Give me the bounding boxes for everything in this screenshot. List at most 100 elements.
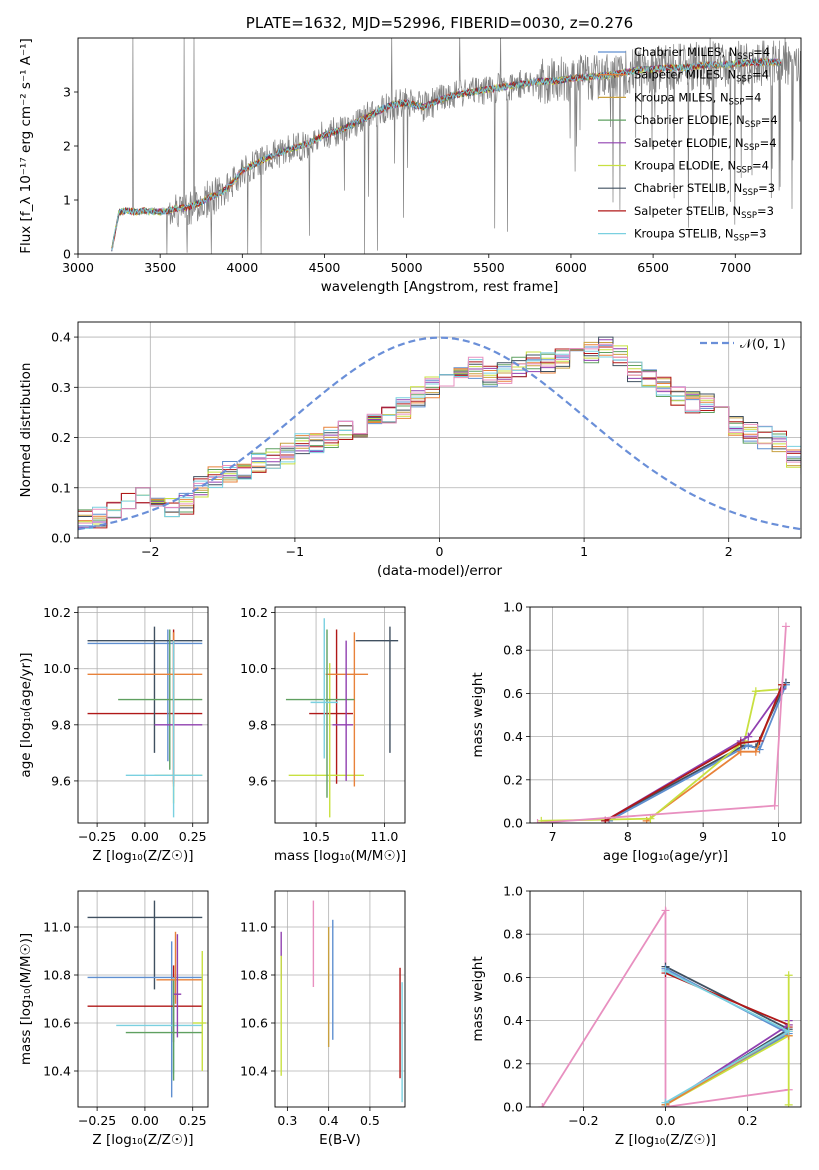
x-tick-label: 0 bbox=[436, 544, 444, 559]
x-tick-label: 2 bbox=[725, 544, 733, 559]
x-axis-label: mass [log₁₀(M/M☉)] bbox=[274, 848, 406, 864]
y-tick-label: 0.2 bbox=[503, 1056, 523, 1071]
axes-frame bbox=[77, 606, 209, 824]
legend-label-tail: =3 bbox=[758, 181, 775, 195]
errorbar-point bbox=[355, 626, 399, 753]
errorbar-point bbox=[192, 951, 207, 1071]
y-tick-label: 0.2 bbox=[503, 772, 523, 787]
legend-label-sub: SSP bbox=[736, 75, 752, 85]
legend-label-tail: =4 bbox=[744, 90, 761, 104]
errorbar-point bbox=[87, 626, 203, 753]
weight-marker bbox=[770, 801, 779, 810]
errorbar-point bbox=[87, 900, 203, 990]
legend-label-sub: SSP bbox=[737, 52, 753, 62]
panel-mass-vs-EBV: 0.3 0.4 0.5 10.4 10.6 10.8 11.0 E(B-V) bbox=[240, 890, 406, 1148]
axes-frame bbox=[77, 890, 209, 1108]
weight-marker bbox=[736, 747, 745, 756]
y-tick-label: 1 bbox=[63, 193, 71, 208]
x-tick-label: 0.0 bbox=[656, 1113, 676, 1128]
legend-label-sub: SSP bbox=[742, 188, 758, 198]
y-tick-label: 0.0 bbox=[51, 531, 71, 546]
errorbar-point bbox=[87, 629, 203, 762]
histogram-1 bbox=[78, 344, 801, 522]
plot-area-age-vs-mass bbox=[275, 607, 405, 823]
y-axis-label: Flux [f_λ 10⁻¹⁷ erg cm⁻² s⁻¹ A⁻¹] bbox=[18, 38, 34, 254]
y-tick-label: 0.0 bbox=[503, 816, 523, 831]
plot-area-mass-vs-EBV bbox=[275, 891, 405, 1107]
y-tick-label: 2 bbox=[63, 139, 71, 154]
errorbar-point bbox=[87, 941, 203, 1098]
y-tick-label: 10.4 bbox=[240, 1064, 268, 1079]
errorbar-point bbox=[156, 931, 203, 1004]
x-tick-label: 1 bbox=[580, 544, 588, 559]
legend-label: Chabrier STELIB, NSSP=3 bbox=[634, 181, 775, 198]
x-tick-label: 0.4 bbox=[319, 1113, 339, 1128]
y-tick-label: 9.6 bbox=[248, 773, 268, 788]
legend-entry: Salpeter ELODIE, NSSP=4 bbox=[598, 136, 777, 153]
model-line-4 bbox=[111, 57, 782, 252]
errorbar-point bbox=[125, 979, 203, 1081]
legend-label-sub: SSP bbox=[734, 234, 750, 244]
weight-marker bbox=[784, 1100, 793, 1107]
plot-area-mass-vs-Z bbox=[78, 891, 208, 1107]
y-tick-label: 10.8 bbox=[240, 968, 268, 983]
axes-frame bbox=[274, 606, 406, 824]
errorbar-point bbox=[332, 640, 353, 781]
x-tick-label: 7000 bbox=[719, 260, 751, 275]
chart-title: PLATE=1632, MJD=52996, FIBERID=0030, z=0… bbox=[246, 14, 633, 32]
weight-marker bbox=[784, 971, 793, 980]
y-tick-label: 10.6 bbox=[43, 1016, 71, 1031]
legend-label-sub: SSP bbox=[745, 120, 761, 130]
errorbar-point bbox=[116, 977, 203, 1074]
weight-marker bbox=[781, 622, 790, 631]
x-tick-label: 6000 bbox=[555, 260, 587, 275]
weight-marker bbox=[533, 819, 542, 823]
legend-label: Kroupa MILES, NSSP=4 bbox=[634, 90, 761, 107]
x-tick-label: 0.2 bbox=[738, 1113, 758, 1128]
weight-line-5 bbox=[604, 684, 784, 822]
model-line-8 bbox=[111, 57, 782, 251]
errorbar-point bbox=[118, 629, 203, 770]
weight-marker bbox=[751, 747, 760, 756]
x-tick-label: 5500 bbox=[473, 260, 505, 275]
x-axis-label: wavelength [Angstrom, rest frame] bbox=[321, 279, 559, 295]
x-tick-label: −1 bbox=[286, 544, 304, 559]
panel-residuals: −2 −1 0 1 2 0.0 0.1 0.2 0.3 0.4 (data-model)/error… bbox=[18, 321, 802, 579]
errorbar-point bbox=[154, 640, 203, 781]
legend-label: Chabrier MILES, NSSP=4 bbox=[634, 45, 770, 62]
legend-label: Salpeter STELIB, NSSP=3 bbox=[634, 204, 774, 221]
legend-label-tail: =4 bbox=[760, 136, 777, 150]
panel-age-vs-Z: −0.25 0.00 0.25 9.6 9.8 10.0 10.2 Z [log₁₀(Z/Z☉… bbox=[18, 605, 209, 864]
y-tick-label: 10.0 bbox=[43, 661, 71, 676]
weight-line-1 bbox=[608, 684, 787, 822]
panel-weight-vs-Z: −0.2 0.0 0.2 0.0 0.2 0.4 0.6 0.8 1.0 Z [log₁₀(Z/Z… bbox=[470, 884, 802, 1148]
legend-label-sub: SSP bbox=[741, 211, 757, 221]
y-tick-label: 0.8 bbox=[503, 927, 523, 942]
histogram-9 bbox=[78, 343, 801, 524]
histogram-0 bbox=[78, 344, 801, 527]
axes-frame bbox=[529, 606, 802, 824]
plot-area-spectrum bbox=[111, 38, 801, 254]
y-tick-label: 0.6 bbox=[503, 970, 523, 985]
axes-frame bbox=[77, 321, 802, 539]
x-tick-label: 0.5 bbox=[360, 1113, 380, 1128]
legend-entry: Salpeter MILES, NSSP=4 bbox=[598, 68, 769, 85]
plot-area-age-vs-Z bbox=[78, 607, 208, 823]
y-tick-label: 9.8 bbox=[51, 717, 71, 732]
legend-label-main: Chabrier ELODIE, N bbox=[634, 113, 745, 127]
y-tick-label: 0.4 bbox=[503, 1013, 523, 1028]
x-tick-label: 3000 bbox=[62, 260, 94, 275]
errorbar-point bbox=[125, 640, 203, 818]
errorbar-point bbox=[154, 649, 203, 804]
x-tick-label: 0.3 bbox=[277, 1113, 297, 1128]
histogram-8 bbox=[78, 348, 801, 529]
x-tick-label: 7 bbox=[549, 829, 557, 844]
legend-label-sub: SSP bbox=[736, 166, 752, 176]
legend-entry: 𝒩(0, 1) bbox=[700, 336, 786, 351]
y-tick-label: 0.6 bbox=[503, 686, 523, 701]
axes-frame bbox=[529, 890, 802, 1108]
weight-marker bbox=[755, 736, 764, 745]
legend-label-main: Salpeter ELODIE, N bbox=[634, 136, 744, 150]
x-tick-label: −2 bbox=[141, 544, 159, 559]
x-tick-label: 4500 bbox=[309, 260, 341, 275]
